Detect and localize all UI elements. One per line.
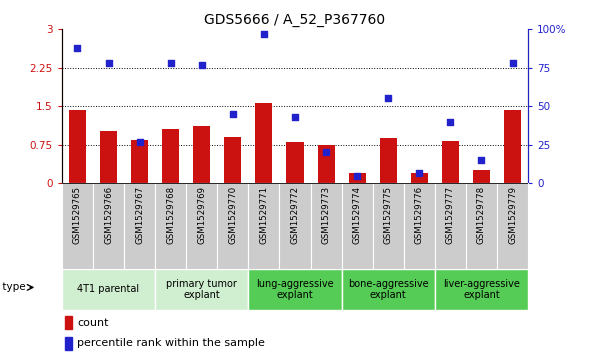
Point [384,95,393,101]
Text: cell type: cell type [0,282,26,293]
Point [259,31,268,37]
FancyBboxPatch shape [248,183,280,269]
Bar [504,110,521,183]
Text: liver-aggressive
explant: liver-aggressive explant [443,279,520,300]
FancyBboxPatch shape [435,183,466,269]
Title: GDS5666 / A_52_P367760: GDS5666 / A_52_P367760 [205,13,385,26]
Text: GSM1529767: GSM1529767 [135,186,144,244]
FancyBboxPatch shape [155,269,248,310]
FancyBboxPatch shape [404,183,435,269]
Point [477,157,486,163]
FancyBboxPatch shape [280,183,310,269]
FancyBboxPatch shape [124,183,155,269]
FancyBboxPatch shape [186,183,217,269]
Text: GSM1529775: GSM1529775 [384,186,393,244]
Point [290,114,300,120]
Text: GSM1529766: GSM1529766 [104,186,113,244]
Bar [411,173,428,183]
Point [197,62,206,68]
Text: GSM1529779: GSM1529779 [508,186,517,244]
Text: GSM1529777: GSM1529777 [446,186,455,244]
Text: GSM1529768: GSM1529768 [166,186,175,244]
Bar [65,337,72,350]
Text: GSM1529776: GSM1529776 [415,186,424,244]
Point [166,60,175,66]
Text: GSM1529774: GSM1529774 [353,186,362,244]
Bar [100,131,117,183]
FancyBboxPatch shape [93,183,124,269]
Point [508,60,517,66]
FancyBboxPatch shape [217,183,248,269]
Text: percentile rank within the sample: percentile rank within the sample [77,338,266,348]
Point [104,60,113,66]
Bar [255,103,273,183]
FancyBboxPatch shape [342,183,373,269]
FancyBboxPatch shape [497,183,528,269]
Point [352,173,362,179]
Text: lung-aggressive
explant: lung-aggressive explant [256,279,334,300]
Text: primary tumor
explant: primary tumor explant [166,279,237,300]
Bar [69,110,86,183]
FancyBboxPatch shape [373,183,404,269]
Point [73,45,82,50]
Text: GSM1529771: GSM1529771 [260,186,268,244]
Text: GSM1529773: GSM1529773 [322,186,330,244]
Point [228,111,238,117]
Text: 4T1 parental: 4T1 parental [77,285,140,294]
FancyBboxPatch shape [248,269,342,310]
Point [415,170,424,175]
FancyBboxPatch shape [310,183,342,269]
Text: GSM1529769: GSM1529769 [197,186,206,244]
Bar [224,137,241,183]
FancyBboxPatch shape [342,269,435,310]
Bar [380,138,396,183]
Point [445,119,455,125]
FancyBboxPatch shape [62,183,93,269]
Bar [473,171,490,183]
Text: GSM1529778: GSM1529778 [477,186,486,244]
Bar [162,129,179,183]
Text: GSM1529772: GSM1529772 [290,186,300,244]
Bar [349,173,366,183]
Text: count: count [77,318,109,327]
Text: bone-aggressive
explant: bone-aggressive explant [348,279,428,300]
Text: GSM1529770: GSM1529770 [228,186,237,244]
FancyBboxPatch shape [466,183,497,269]
Bar [442,140,459,183]
FancyBboxPatch shape [62,269,155,310]
Bar [194,126,210,183]
FancyBboxPatch shape [155,183,186,269]
FancyBboxPatch shape [435,269,528,310]
Text: GSM1529765: GSM1529765 [73,186,82,244]
Bar [317,145,335,183]
Bar [131,140,148,183]
Point [322,150,331,155]
Point [135,139,145,144]
Bar [287,142,303,183]
Bar [65,317,72,329]
